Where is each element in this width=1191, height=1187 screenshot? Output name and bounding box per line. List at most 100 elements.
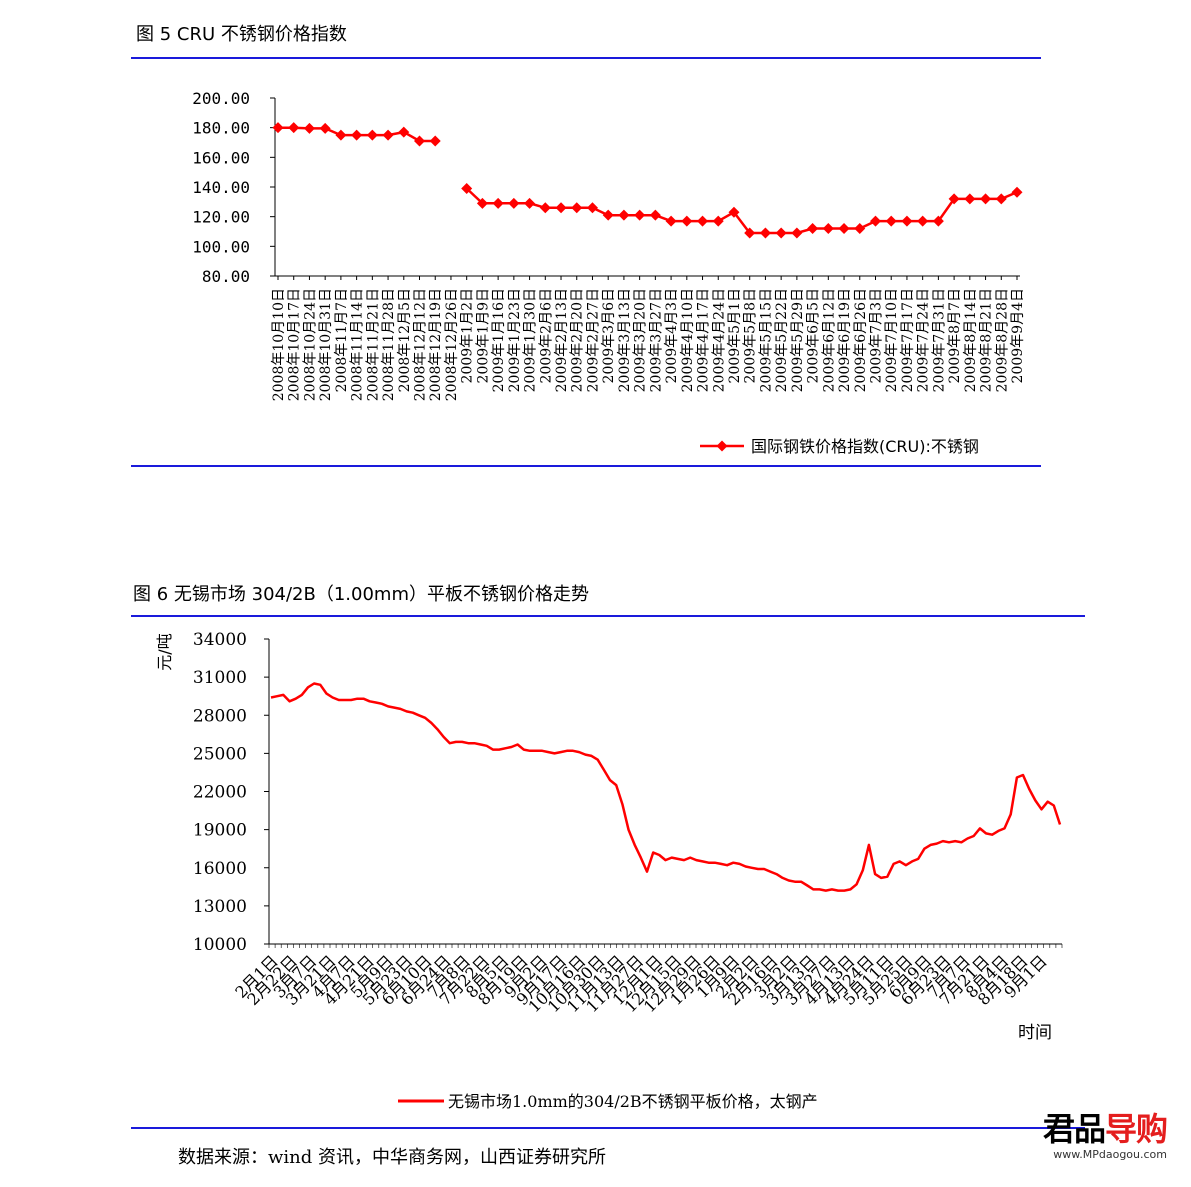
fig5-x-tick-label: 2009年6月19日 (837, 288, 853, 392)
fig5-data-point (382, 129, 394, 141)
fig5-data-point (351, 129, 363, 141)
fig5-data-point (303, 122, 315, 134)
fig5-x-tick-label: 2009年1月9日 (475, 288, 491, 383)
fig6-series-line (270, 682, 1062, 892)
fig5-x-tick-label: 2008年12月5日 (397, 288, 413, 392)
fig5-x-tick-label: 2008年11月7日 (334, 288, 350, 392)
fig5-x-tick-label: 2009年7月3日 (868, 288, 884, 383)
fig5-data-point (775, 227, 787, 239)
watermark-url: www.MPdaogou.com (1053, 1148, 1167, 1161)
fig5-chart: 200.00 180.00 160.00 140.00 120.00 100.00 80.0… (192, 89, 1026, 456)
fig5-x-tick-label: 2009年6月12日 (821, 288, 837, 392)
fig5-x-tick-label: 2009年4月3日 (664, 288, 680, 383)
fig5-data-point (634, 209, 646, 221)
fig5-x-tick-label: 2009年8月7日 (947, 288, 963, 383)
fig5-data-point (807, 223, 819, 235)
fig5-data-point (398, 126, 410, 138)
fig5-data-point (539, 202, 551, 214)
fig5-y-tick-label: 180.00 (192, 119, 250, 138)
fig6-y-tick-label: 19000 (193, 821, 247, 841)
fig5-x-tick-label: 2008年10月10日 (271, 288, 287, 401)
fig5-data-point (461, 182, 473, 194)
fig5-y-tick-label: 80.00 (202, 267, 250, 286)
fig5-data-point (366, 129, 378, 141)
fig5-data-point (272, 122, 284, 134)
fig5-data-point (791, 227, 803, 239)
fig5-data-point (901, 215, 913, 227)
fig5-data-point (728, 206, 740, 218)
fig5-data-point (429, 135, 441, 147)
fig5-data-point (476, 197, 488, 209)
fig6-y-tick-label: 16000 (193, 859, 247, 879)
fig5-x-tick-label: 2009年7月24日 (916, 288, 932, 392)
watermark-brand-a: 君品 (1042, 1110, 1106, 1148)
fig6-y-tick-label: 28000 (193, 706, 247, 726)
fig5-x-tick-label: 2009年5月15日 (758, 288, 774, 392)
fig6-y-tick-label: 25000 (193, 744, 247, 764)
fig5-x-tick-label: 2009年8月28日 (994, 288, 1010, 392)
fig5-data-point (712, 215, 724, 227)
fig5-x-tick-label: 2009年3月20日 (633, 288, 649, 392)
fig5-x-tick-label: 2009年5月8日 (743, 288, 759, 383)
fig5-data-point (508, 197, 520, 209)
fig5-data-point (744, 227, 756, 239)
fig6-y-tick-label: 22000 (193, 783, 247, 803)
fig5-x-tick-label: 2009年1月23日 (507, 288, 523, 392)
fig5-y-tick-label: 100.00 (192, 237, 250, 256)
fig5-legend-marker (716, 440, 728, 452)
fig5-data-point (335, 129, 347, 141)
fig5-data-point (995, 193, 1007, 205)
fig5-x-tick-label: 2009年9月4日 (1010, 288, 1026, 383)
watermark-logo: 君品导购 www.MPdaogou.com (1042, 1104, 1168, 1161)
fig5-data-point (917, 215, 929, 227)
fig5-x-tick-label: 2009年6月26日 (853, 288, 869, 392)
fig5-data-point (665, 215, 677, 227)
fig5-data-point (697, 215, 709, 227)
fig5-y-tick-label: 160.00 (192, 148, 250, 167)
fig5-data-point (681, 215, 693, 227)
fig5-x-tick-label: 2009年2月6日 (538, 288, 554, 383)
fig5-x-tick-label: 2009年1月2日 (460, 288, 476, 383)
fig5-x-tick-label: 2009年4月24日 (711, 288, 727, 392)
fig5-x-tick-label: 2009年4月10日 (680, 288, 696, 392)
fig5-x-tick-label: 2009年3月6日 (601, 288, 617, 383)
fig6-y-tick-label: 10000 (193, 935, 247, 955)
fig6-y-tick-label: 34000 (193, 630, 247, 650)
fig6-title: 图 6 无锡市场 304/2B（1.00mm）平板不锈钢价格走势 (133, 584, 589, 605)
fig5-data-point (618, 209, 630, 221)
fig5-data-point (980, 193, 992, 205)
fig5-x-tick-label: 2008年10月31日 (318, 288, 334, 401)
fig5-data-point (838, 223, 850, 235)
fig5-data-point (288, 122, 300, 134)
fig5-data-point (319, 122, 331, 134)
fig6-y-axis-title: 元/吨 (155, 633, 174, 670)
fig5-data-point (885, 215, 897, 227)
fig5-x-tick-label: 2008年12月26日 (444, 288, 460, 401)
fig5-x-tick-label: 2008年10月17日 (287, 288, 303, 401)
fig5-x-tick-label: 2009年1月16日 (491, 288, 507, 392)
fig5-data-point (602, 209, 614, 221)
fig5-y-tick-label: 140.00 (192, 178, 250, 197)
fig5-x-tick-label: 2009年5月1日 (727, 288, 743, 383)
fig6-y-tick-label: 31000 (193, 668, 247, 688)
fig6-x-axis-title: 时间 (1018, 1023, 1052, 1043)
fig5-x-tick-label: 2009年3月13日 (617, 288, 633, 392)
fig5-data-point (524, 197, 536, 209)
fig5-x-tick-label: 2009年7月10日 (884, 288, 900, 392)
fig5-legend-label: 国际钢铁价格指数(CRU):不锈钢 (751, 437, 979, 456)
fig6-legend-label: 无锡市场1.0mm的304/2B不锈钢平板价格，太钢产 (448, 1092, 818, 1111)
fig5-x-tick-label: 2009年2月13日 (554, 288, 570, 392)
fig5-x-tick-label: 2008年10月24日 (302, 288, 318, 401)
fig5-data-point (759, 227, 771, 239)
fig5-x-tick-label: 2009年6月5日 (806, 288, 822, 383)
fig5-x-tick-label: 2009年7月31日 (931, 288, 947, 392)
fig5-x-tick-label: 2009年5月22日 (774, 288, 790, 392)
fig5-top-rule (131, 57, 1041, 59)
fig5-x-tick-label: 2008年12月19日 (428, 288, 444, 401)
fig5-x-tick-label: 2009年8月21日 (979, 288, 995, 392)
fig5-x-tick-label: 2009年2月20日 (570, 288, 586, 392)
fig5-x-tick-label: 2008年12月12日 (413, 288, 429, 401)
fig5-data-point (555, 202, 567, 214)
fig5-x-tick-label: 2009年8月14日 (963, 288, 979, 392)
